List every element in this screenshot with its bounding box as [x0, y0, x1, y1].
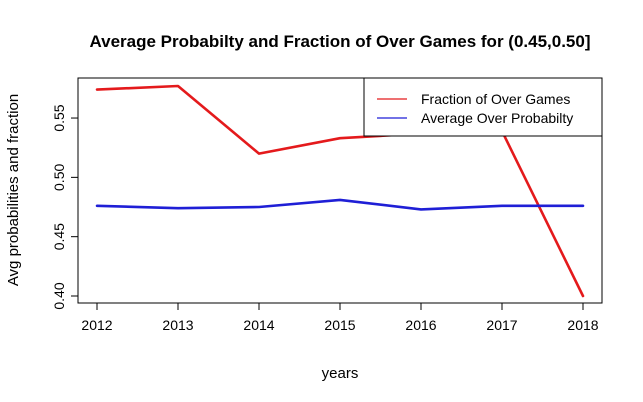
- legend-label-0: Fraction of Over Games: [421, 91, 570, 107]
- y-tick-label-0.40: 0.40: [51, 282, 67, 309]
- y-axis-label: Avg probabilities and fraction: [5, 94, 22, 286]
- x-tick-label-2015: 2015: [324, 317, 355, 333]
- x-axis-label: years: [322, 365, 359, 382]
- series-line-1: [95, 198, 585, 211]
- x-tick-label-2014: 2014: [243, 317, 274, 333]
- chart-title: Average Probabilty and Fraction of Over …: [89, 32, 590, 51]
- x-tick-label-2017: 2017: [486, 317, 517, 333]
- y-tick-label-0.45: 0.45: [51, 223, 67, 250]
- x-tick-label-2013: 2013: [162, 317, 193, 333]
- x-axis: 2012 2013 2014 2015 2016 2017 2018: [81, 303, 599, 333]
- x-tick-label-2012: 2012: [81, 317, 112, 333]
- x-tick-label-2018: 2018: [567, 317, 598, 333]
- y-tick-label-0.50: 0.50: [51, 164, 67, 191]
- x-tick-label-2016: 2016: [405, 317, 436, 333]
- legend-label-1: Average Over Probabilty: [421, 110, 573, 126]
- legend: Fraction of Over Games Average Over Proba…: [363, 77, 603, 137]
- y-tick-label-0.55: 0.55: [51, 104, 67, 131]
- y-axis: 0.40 0.45 0.50 0.55: [51, 104, 78, 310]
- legend-box: [363, 77, 603, 137]
